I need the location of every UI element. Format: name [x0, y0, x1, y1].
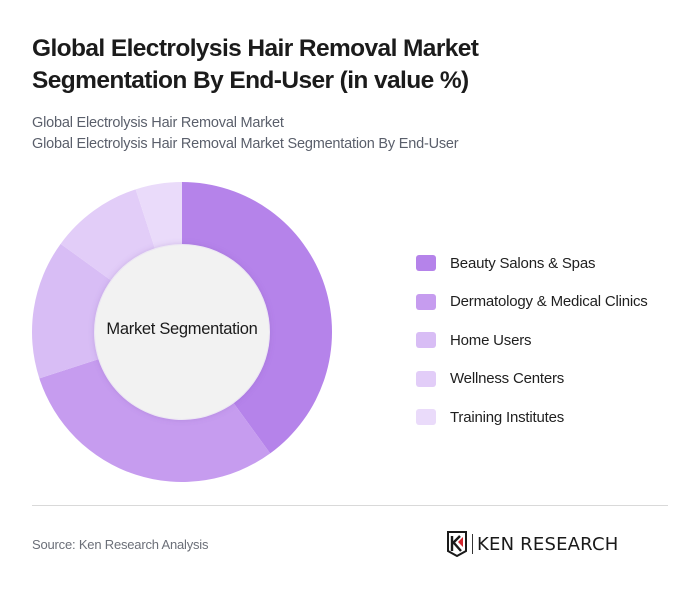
legend: Beauty Salons & Spas Dermatology & Medic…	[416, 244, 648, 437]
legend-swatch	[416, 409, 436, 426]
legend-item[interactable]: Wellness Centers	[416, 360, 648, 399]
legend-label: Beauty Salons & Spas	[450, 254, 596, 272]
legend-item[interactable]: Training Institutes	[416, 398, 648, 437]
donut-slice[interactable]	[135, 182, 182, 249]
legend-swatch	[416, 255, 436, 272]
subtitle-line-1: Global Electrolysis Hair Removal Market	[32, 115, 284, 131]
donut-slice[interactable]	[32, 243, 111, 379]
legend-swatch	[416, 293, 436, 310]
subtitle-line-2: Global Electrolysis Hair Removal Market …	[32, 136, 459, 152]
legend-label: Home Users	[450, 331, 532, 349]
donut-center-label: Market Segmentation	[106, 320, 258, 338]
legend-label: Training Institutes	[450, 408, 565, 426]
chart-title: Global Electrolysis Hair Removal Market …	[32, 35, 479, 94]
ken-research-shield-icon	[447, 531, 467, 557]
legend-label: Wellness Centers	[450, 370, 565, 388]
legend-swatch	[416, 370, 436, 387]
source-note: Source: Ken Research Analysis	[32, 537, 209, 552]
donut-chart	[32, 182, 332, 483]
legend-item[interactable]: Beauty Salons & Spas	[416, 244, 648, 283]
donut-slice[interactable]	[60, 189, 155, 281]
legend-swatch	[416, 332, 436, 349]
footer-divider	[32, 505, 668, 506]
donut-hole	[95, 245, 269, 419]
legend-item[interactable]: Home Users	[416, 321, 648, 360]
chart-area: Market Segmentation Beauty Salons & Spas…	[0, 170, 700, 500]
donut-slice[interactable]	[182, 182, 332, 454]
ken-research-logo: KEN RESEARCH	[447, 530, 618, 558]
legend-item[interactable]: Dermatology & Medical Clinics	[416, 283, 648, 322]
legend-label: Dermatology & Medical Clinics	[450, 293, 648, 311]
logo-separator	[472, 534, 473, 554]
logo-text: KEN RESEARCH	[477, 533, 619, 555]
chart-subtitle: Global Electrolysis Hair Removal Market …	[32, 113, 459, 155]
donut-slice[interactable]	[39, 359, 271, 483]
